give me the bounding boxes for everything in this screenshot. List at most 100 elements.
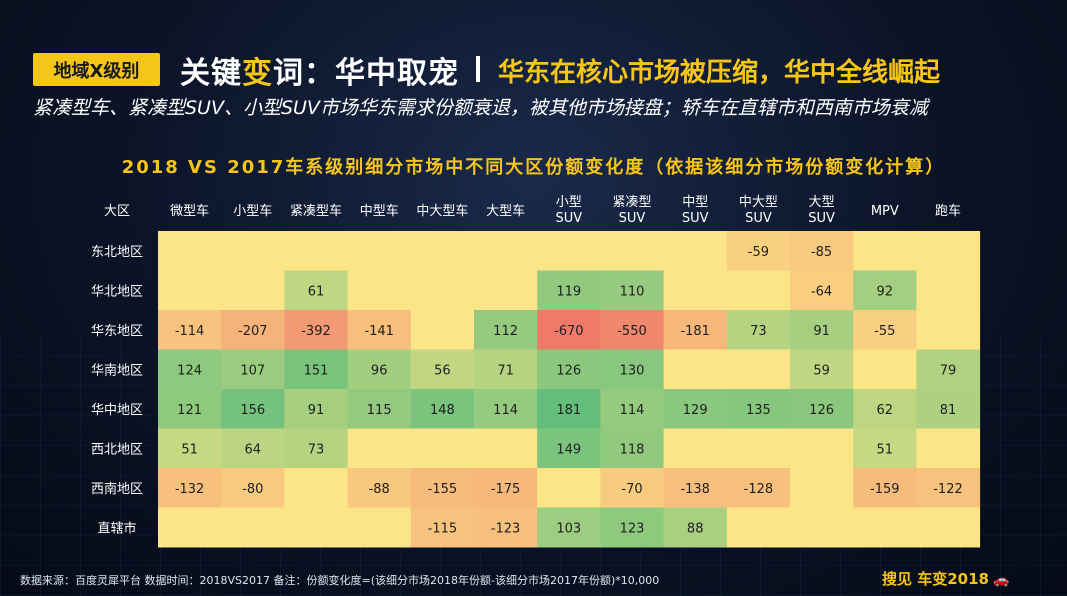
cell-value-label: -64 — [811, 284, 832, 299]
page-subtitle: 紧凑型车、紧凑型SUV、小型SUV市场华东需求份额衰退，被其他市场接盘；轿车在直… — [33, 97, 928, 119]
brand-logo: 搜见 车变2018 🚗 — [882, 568, 1009, 589]
heatmap-cell — [474, 231, 538, 271]
heatmap-cell — [284, 270, 349, 311]
cell-value-label: 149 — [556, 442, 581, 457]
heatmap-cell — [221, 507, 285, 548]
heatmap-cell — [474, 389, 538, 429]
cell-value-label: -181 — [680, 324, 710, 339]
heatmap-cell — [284, 507, 349, 548]
heatmap-cell — [600, 270, 665, 311]
heatmap-cell — [790, 310, 854, 350]
heatmap-cell — [474, 468, 538, 508]
heatmap-cell — [347, 310, 412, 350]
cell-value-label: 151 — [304, 363, 329, 378]
cell-value-label: -392 — [301, 324, 331, 339]
column-header: 小型车 — [233, 203, 272, 219]
heatmap-cell — [537, 428, 601, 469]
cell-value-label: 112 — [493, 324, 518, 339]
heatmap-cell — [158, 231, 222, 271]
cell-value-label: 62 — [877, 403, 894, 418]
heatmap-cell — [158, 270, 222, 311]
cell-value-label: 114 — [493, 403, 518, 418]
cell-value-label: 92 — [877, 284, 894, 299]
cell-value-label: -159 — [870, 482, 900, 497]
row-label: 华北地区 — [91, 284, 143, 299]
cell-value-label: 51 — [181, 442, 198, 457]
cell-value-label: 91 — [813, 324, 830, 339]
heatmap-cell — [663, 428, 728, 469]
cell-value-label: 119 — [556, 284, 581, 299]
title-highlight: 变 — [242, 56, 273, 91]
cell-value-label: -207 — [238, 324, 268, 339]
heatmap-cell — [790, 349, 854, 390]
heatmap-cell — [284, 349, 349, 390]
cell-value-label: 118 — [620, 442, 645, 457]
heatmap-cell — [600, 231, 665, 271]
heatmap-cell — [853, 231, 917, 271]
cell-value-label: 73 — [308, 442, 325, 457]
heatmap-cell — [790, 270, 854, 311]
section-tag: 地域X级别 — [33, 53, 160, 86]
heatmap-cell — [158, 507, 222, 548]
heatmap-cell — [853, 468, 917, 508]
heatmap-cell — [663, 468, 728, 508]
heatmap-cell — [663, 507, 728, 548]
cell-value-label: -122 — [933, 482, 963, 497]
title-suffix: 词：华中取宠 — [273, 56, 459, 91]
row-label: 东北地区 — [91, 245, 143, 260]
heatmap-cell — [726, 349, 791, 390]
heatmap-cell — [853, 349, 917, 390]
row-label: 华南地区 — [91, 362, 143, 378]
cell-value-label: -80 — [242, 482, 263, 497]
brand-text: 搜见 车变2018 — [882, 570, 989, 588]
heatmap-cell — [410, 231, 475, 271]
heatmap-cell — [158, 428, 222, 469]
cell-value-label: 79 — [940, 363, 957, 378]
cell-value-label: 56 — [434, 363, 451, 378]
heatmap-cell — [410, 349, 475, 390]
cell-value-label: 103 — [556, 521, 581, 536]
heatmap-cell — [221, 389, 285, 429]
cell-value-label: -138 — [680, 482, 710, 497]
cell-value-label: -85 — [811, 245, 832, 260]
heatmap-cell — [410, 389, 475, 429]
heatmap-cell — [284, 310, 349, 350]
cell-value-label: -114 — [175, 324, 205, 339]
page-subheadline: 华东在核心市场被压缩，华中全线崛起 — [498, 58, 941, 88]
cell-value-label: -59 — [748, 245, 769, 260]
heatmap-cell — [853, 507, 917, 548]
cell-value-label: 123 — [620, 521, 645, 536]
heatmap-cell — [347, 468, 412, 508]
chart-title: 2018 VS 2017车系级别细分市场中不同大区份额变化度（依据该细分市场份额… — [121, 157, 946, 178]
heatmap-cell — [347, 507, 412, 548]
heatmap-cell — [916, 389, 981, 429]
cell-value-label: 107 — [240, 363, 265, 378]
cell-value-label: 129 — [683, 403, 708, 418]
cell-value-label: -550 — [617, 324, 647, 339]
cell-value-label: 88 — [687, 521, 704, 536]
heatmap-cell — [790, 468, 854, 508]
heatmap-cell — [474, 310, 538, 350]
column-header: 紧凑型 SUV — [612, 195, 651, 226]
cell-value-label: -88 — [369, 482, 390, 497]
heatmap-cell — [600, 507, 665, 548]
heatmap-cell — [790, 389, 854, 429]
column-header: 大型车 — [486, 203, 525, 219]
heatmap-cell — [663, 389, 728, 429]
heatmap-cell — [790, 428, 854, 469]
row-label: 华东地区 — [91, 324, 143, 339]
heatmap-cell — [410, 270, 475, 311]
cell-value-label: 96 — [371, 363, 388, 378]
cell-value-label: 73 — [750, 324, 767, 339]
cell-value-label: 148 — [430, 403, 455, 418]
heatmap-cell — [916, 428, 981, 469]
cell-value-label: 126 — [809, 403, 834, 418]
heatmap-cell — [916, 310, 981, 350]
heatmap-cell — [600, 310, 665, 350]
heatmap-cell — [726, 389, 791, 429]
cell-value-label: -128 — [744, 482, 774, 497]
column-header: 大型 SUV — [808, 195, 835, 226]
row-label: 华中地区 — [91, 403, 143, 418]
heatmap-cell — [537, 468, 601, 508]
heatmap-cell — [853, 389, 917, 429]
